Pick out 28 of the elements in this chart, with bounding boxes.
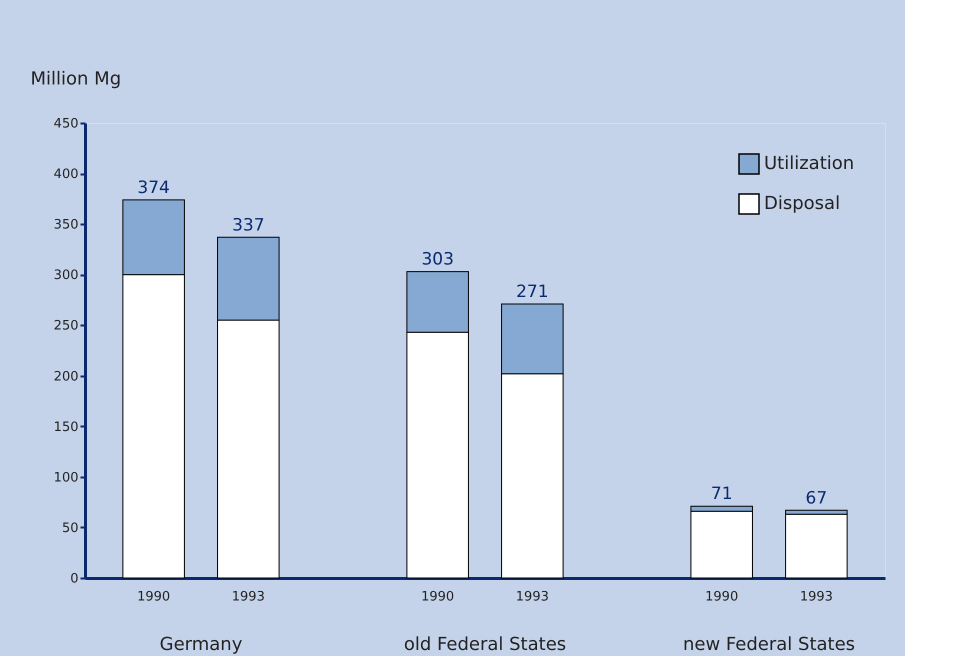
y-tick-label: 450 [54,116,78,132]
legend-label: Disposal [764,193,840,214]
legend-label: Utilization [764,153,854,174]
total-label: 271 [516,282,549,302]
text: old Federal States [404,634,566,655]
total-label: 374 [137,178,170,198]
y-axis-title: Million Mg [30,68,122,90]
x-tick-label: 1993 [516,590,549,604]
y-tick-label: 350 [54,218,78,233]
y-tick-label: 250 [54,318,78,334]
text: new Federal States [683,634,856,655]
y-tick-label: 200 [54,369,78,384]
y-tick-label: 150 [54,420,78,435]
x-tick-label: 1990 [705,590,738,604]
y-tick-label: 300 [54,268,78,284]
x-tick-label: 1993 [232,590,265,604]
total-label: 71 [710,484,733,504]
x-tick-label: 1990 [137,590,170,604]
x-tick-label: 1993 [800,590,833,604]
total-label: 67 [806,488,828,508]
y-tick-label: 50 [62,520,78,536]
y-tick-label: 100 [54,470,78,486]
x-tick-label: 1990 [421,590,454,604]
text: Germany [160,634,243,655]
y-tick-label: 0 [70,572,78,586]
total-label: 303 [421,250,454,270]
y-tick-label: 400 [54,167,78,182]
total-label: 337 [232,215,265,236]
